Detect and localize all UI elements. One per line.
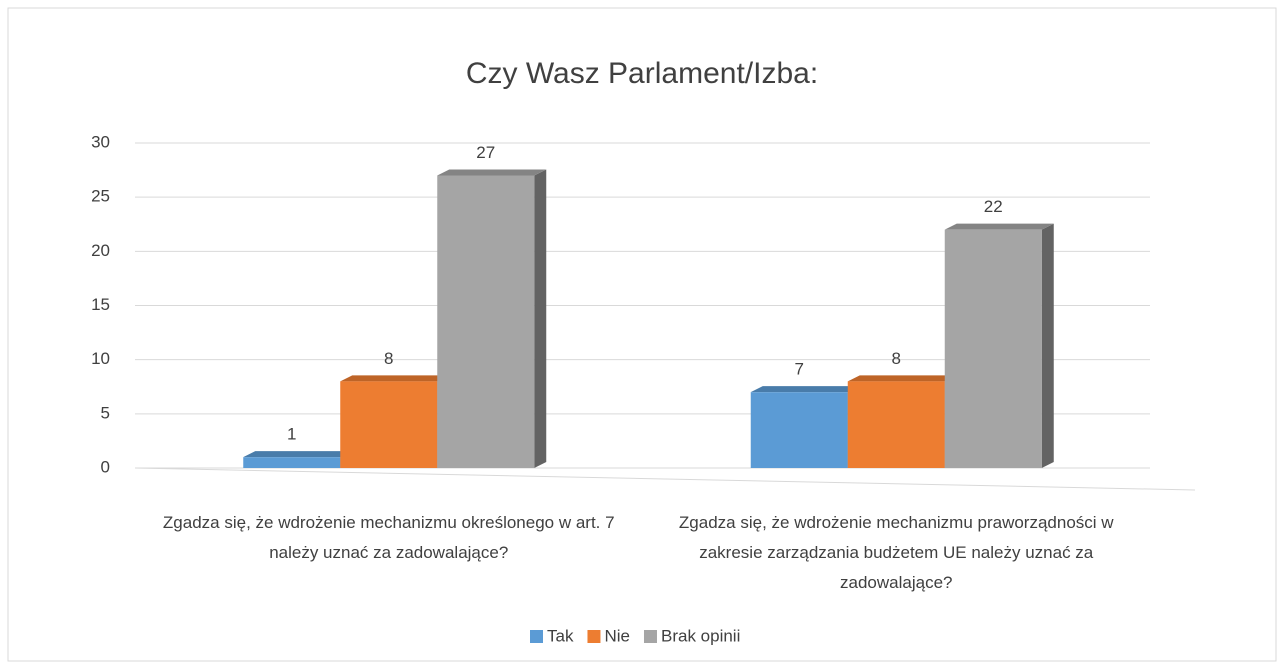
legend-swatch — [643, 630, 657, 643]
data-label: 1 — [287, 425, 296, 444]
data-label: 7 — [795, 360, 804, 379]
y-tick-label: 15 — [91, 295, 110, 314]
y-tick-label: 20 — [91, 241, 110, 260]
bar-side — [534, 169, 547, 468]
bar-top — [243, 451, 353, 458]
legend-swatch — [587, 630, 601, 643]
chart-border — [7, 7, 1277, 662]
x-tick-label: Zgadza się, że wdrożenie mechanizmu praw… — [678, 513, 1114, 592]
bar-top — [750, 386, 860, 393]
bar-top — [437, 169, 547, 176]
legend-label: Brak opinii — [661, 626, 740, 645]
x-axis — [134, 467, 1196, 491]
x-tick-label: Zgadza się, że wdrożenie mechanizmu okre… — [162, 513, 615, 562]
bar — [847, 381, 945, 468]
y-tick-label: 5 — [101, 403, 110, 422]
bar-top — [847, 375, 957, 382]
legend-swatch — [530, 630, 543, 643]
chart-title: Czy Wasz Parlament/Izba: — [466, 57, 818, 90]
bar — [437, 175, 535, 468]
legend-label: Tak — [547, 626, 574, 645]
y-tick-label: 0 — [101, 457, 110, 476]
bar-side — [1041, 223, 1054, 468]
bar — [944, 229, 1042, 468]
y-tick-label: 30 — [91, 132, 110, 151]
bar — [243, 457, 341, 468]
bar-top — [944, 223, 1054, 230]
bar-top — [340, 375, 450, 382]
data-label: 22 — [984, 197, 1003, 216]
bar — [750, 392, 848, 468]
y-tick-label: 25 — [91, 187, 110, 206]
data-label: 27 — [476, 143, 495, 162]
bar — [340, 381, 438, 468]
data-label: 8 — [892, 349, 901, 368]
legend-label: Nie — [604, 626, 630, 645]
y-tick-label: 10 — [91, 349, 110, 368]
data-label: 8 — [384, 349, 393, 368]
